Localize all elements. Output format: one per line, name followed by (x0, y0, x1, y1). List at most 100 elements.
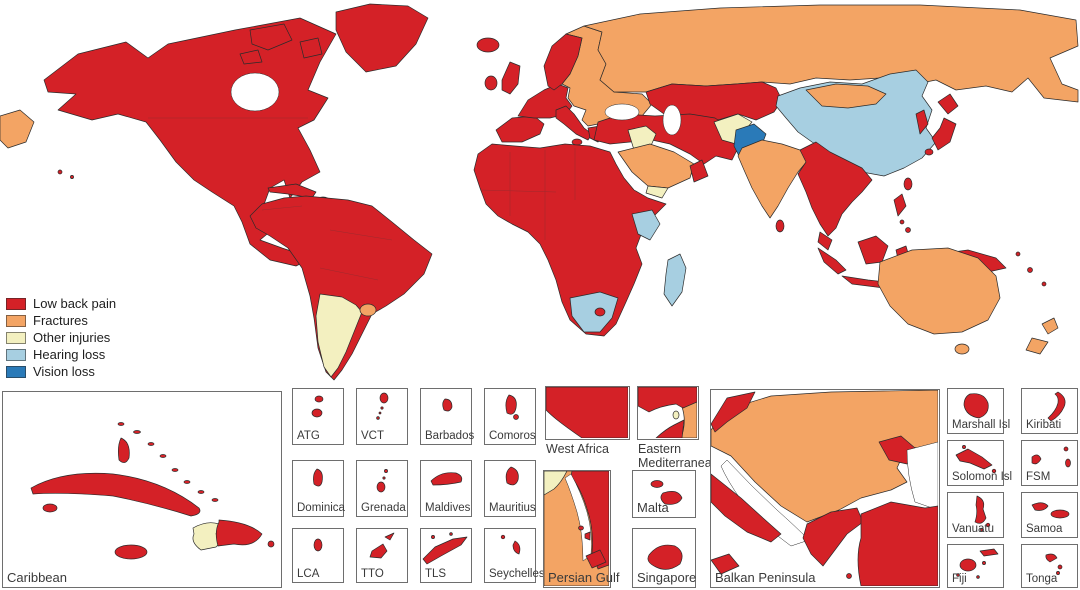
mauritius-map (505, 466, 519, 486)
legend-swatch-low-back-pain (6, 297, 26, 310)
singapore-map (647, 544, 683, 570)
legend-item-other-injuries: Other injuries (6, 329, 116, 346)
inset-label: Malta (637, 500, 669, 516)
region-hawaii (57, 169, 74, 179)
marshall-map (963, 393, 989, 419)
inset-label: Seychelles (489, 567, 545, 580)
inset-marshall-isl: Marshall Isl (947, 388, 1010, 434)
inset-label: ATG (297, 429, 320, 442)
inset-label: Mauritius (489, 501, 536, 514)
balkan-italy (711, 473, 782, 543)
legend-label: Other injuries (33, 330, 111, 345)
jamaica (114, 544, 148, 560)
inset-kiribati: Kiribati (1021, 388, 1078, 434)
inset-dominica: Dominica (292, 460, 345, 517)
hudson-bay (230, 72, 280, 112)
region-pacific-islands (1015, 251, 1047, 287)
bahamas-chain (117, 422, 219, 502)
region-saudi-arabia (617, 143, 695, 189)
region-africa (473, 143, 667, 337)
legend-label: Vision loss (33, 364, 95, 379)
inset-lca: LCA (292, 528, 344, 583)
region-taiwan (903, 177, 913, 191)
legend-swatch-hearing-loss (6, 348, 26, 361)
inset-label: Grenada (361, 501, 406, 514)
world-map (0, 3, 1079, 381)
inset-label: Kiribati (1026, 418, 1062, 431)
inset-label: Vanuatu (952, 522, 994, 535)
balkan-map (711, 390, 938, 586)
region-arctic-islands (239, 23, 323, 65)
inset-label: TTO (361, 567, 384, 580)
inset-label: Persian Gulf (548, 570, 620, 586)
region-south-america (249, 195, 433, 381)
inset-label: Dominica (297, 501, 345, 514)
inset-balkan-peninsula: Balkan Peninsula (710, 389, 940, 588)
legend: Low back pain Fractures Other injuries H… (6, 295, 116, 380)
inset-tto: TTO (356, 528, 408, 583)
legend-item-low-back-pain: Low back pain (6, 295, 116, 312)
region-greenland (335, 3, 429, 73)
inset-samoa: Samoa (1021, 492, 1078, 538)
balkan-top-left-red (711, 391, 756, 433)
legend-label: Hearing loss (33, 347, 106, 362)
region-russia (583, 4, 1079, 103)
legend-swatch-fractures (6, 314, 26, 327)
inset-solomon-isl: Solomon Isl (947, 440, 1012, 486)
legend-swatch-other-injuries (6, 331, 26, 344)
region-southeast-asia (797, 141, 873, 251)
region-chukotka-wrap (0, 109, 35, 149)
region-new-zealand (1025, 317, 1059, 355)
seychelles-map (500, 534, 521, 555)
region-lesotho (594, 307, 606, 317)
region-india (737, 139, 809, 219)
fiji-map (956, 548, 999, 579)
inset-fiji: Fiji (947, 544, 1004, 588)
region-argentina (315, 293, 363, 378)
grenada-map (376, 469, 388, 493)
adriatic-sea (720, 459, 810, 547)
country-borders (148, 117, 576, 281)
inset-mauritius: Mauritius (484, 460, 536, 517)
balkan-greece (802, 507, 864, 567)
inset-label: Barbados (425, 429, 475, 442)
samoa-map (1031, 502, 1070, 519)
region-kenya (631, 209, 661, 241)
barbados-map (442, 398, 453, 412)
caribbean-map (30, 422, 275, 560)
region-korea (915, 109, 929, 135)
inset-tls: TLS (420, 528, 472, 583)
caspian-sea (662, 104, 682, 136)
inset-barbados: Barbados (420, 388, 475, 445)
inset-label: Solomon Isl (952, 470, 1013, 483)
balkan-turkey (857, 501, 938, 586)
kiribati-map (1047, 391, 1066, 422)
inset-tonga: Tonga (1021, 544, 1078, 588)
atg-map (311, 395, 324, 418)
legend-item-fractures: Fractures (6, 312, 116, 329)
inset-singapore: Singapore (632, 528, 696, 588)
inset-vct: VCT (356, 388, 408, 445)
persian-gulf-map (544, 471, 609, 586)
legend-swatch-vision-loss (6, 365, 26, 378)
inset-grenada: Grenada (356, 460, 408, 517)
gulf-water (564, 473, 592, 562)
inset-label: TLS (425, 567, 447, 580)
maldives-map (430, 472, 463, 486)
region-philippines (893, 193, 911, 233)
inset-eastern-mediterranean (637, 386, 699, 440)
inset-west-africa (545, 386, 630, 440)
tls-map (422, 532, 468, 565)
region-tasmania (954, 343, 970, 355)
region-japan (924, 93, 959, 156)
region-madagascar (663, 253, 687, 307)
malta-map (650, 480, 683, 505)
inset-caribbean: Caribbean (2, 391, 282, 588)
region-yemen (645, 185, 669, 199)
inset-label: Maldives (425, 501, 471, 514)
fsm-map (1031, 446, 1071, 468)
inset-label: Comoros (489, 429, 536, 442)
legend-label: Low back pain (33, 296, 117, 311)
region-oman-uae (689, 159, 709, 183)
region-mongolia (805, 83, 887, 109)
